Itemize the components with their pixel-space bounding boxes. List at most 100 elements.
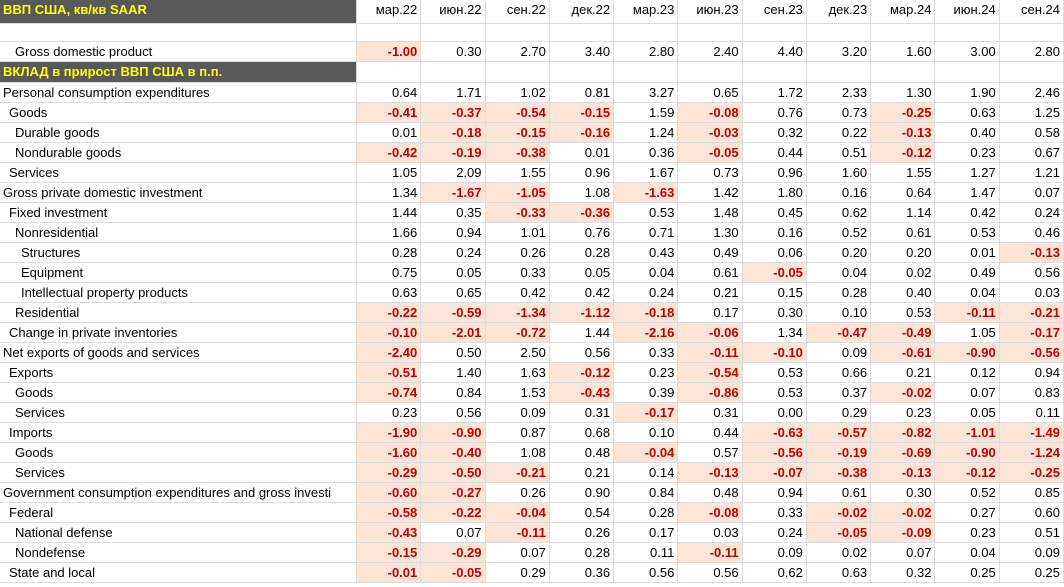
value-cell: 0.26: [485, 483, 550, 503]
value-cell: 0.40: [871, 283, 936, 303]
value-cell: 0.11: [614, 543, 679, 563]
value-cell: 0.28: [806, 283, 872, 303]
value-cell: -0.15: [485, 123, 550, 143]
value-cell: 0.56: [614, 563, 679, 583]
value-cell: -0.04: [614, 443, 679, 463]
value-cell: -0.04: [485, 503, 550, 523]
value-cell: 0.29: [485, 563, 550, 583]
column-header: сен.22: [485, 0, 550, 24]
value-cell: 0.33: [485, 263, 550, 283]
value-cell: 1.14: [871, 203, 936, 223]
value-cell: 0.63: [357, 283, 422, 303]
value-cell: 0.32: [742, 123, 807, 143]
value-cell: 0.49: [935, 263, 1000, 283]
value-cell: 0.53: [614, 203, 679, 223]
value-cell: 0.05: [549, 263, 615, 283]
value-cell: -0.40: [421, 443, 486, 463]
value-cell: 0.52: [935, 483, 1000, 503]
value-cell: 0.05: [935, 403, 1000, 423]
empty-cell: [871, 24, 936, 42]
value-cell: 2.80: [614, 42, 679, 62]
value-cell: -0.61: [871, 343, 936, 363]
value-cell: -0.11: [935, 303, 1000, 323]
value-cell: 1.02: [485, 83, 550, 103]
value-cell: 0.61: [871, 223, 936, 243]
column-header: июн.24: [935, 0, 1000, 24]
value-cell: -0.41: [357, 103, 422, 123]
value-cell: 1.66: [357, 223, 422, 243]
value-cell: -0.82: [871, 423, 936, 443]
value-cell: -0.37: [421, 103, 486, 123]
value-cell: -0.18: [614, 303, 679, 323]
value-cell: -1.34: [485, 303, 550, 323]
value-cell: 0.83: [999, 383, 1064, 403]
column-header: мар.23: [614, 0, 679, 24]
value-cell: 0.42: [935, 203, 1000, 223]
value-cell: -0.25: [999, 463, 1064, 483]
value-cell: 0.31: [678, 403, 743, 423]
value-cell: 0.24: [421, 243, 486, 263]
value-cell: 0.15: [742, 283, 807, 303]
value-cell: 0.35: [421, 203, 486, 223]
value-cell: 3.40: [549, 42, 615, 62]
value-cell: -2.40: [357, 343, 422, 363]
value-cell: 0.33: [614, 343, 679, 363]
value-cell: -0.21: [485, 463, 550, 483]
value-cell: 1.48: [678, 203, 743, 223]
value-cell: 0.43: [614, 243, 679, 263]
row-label: Fixed investment: [0, 203, 357, 223]
value-cell: 2.09: [421, 163, 486, 183]
column-header: июн.22: [421, 0, 486, 24]
value-cell: 0.42: [485, 283, 550, 303]
value-cell: 0.23: [614, 363, 679, 383]
value-cell: -1.60: [357, 443, 422, 463]
value-cell: -0.22: [357, 303, 422, 323]
value-cell: 0.09: [806, 343, 872, 363]
row-label: Services: [0, 403, 357, 423]
value-cell: -0.29: [421, 543, 486, 563]
value-cell: -0.57: [806, 423, 872, 443]
value-cell: 0.48: [678, 483, 743, 503]
value-cell: 1.63: [485, 363, 550, 383]
value-cell: 1.34: [357, 183, 422, 203]
value-cell: -0.02: [871, 383, 936, 403]
value-cell: 0.84: [421, 383, 486, 403]
value-cell: 0.94: [742, 483, 807, 503]
value-cell: 0.64: [871, 183, 936, 203]
empty-cell: [678, 24, 743, 42]
value-cell: 0.12: [935, 363, 1000, 383]
value-cell: -1.01: [935, 423, 1000, 443]
value-cell: 0.65: [421, 283, 486, 303]
value-cell: 0.63: [935, 103, 1000, 123]
value-cell: 0.16: [806, 183, 872, 203]
value-cell: 0.29: [806, 403, 872, 423]
value-cell: 0.07: [999, 183, 1064, 203]
value-cell: 0.56: [678, 563, 743, 583]
value-cell: 0.52: [806, 223, 872, 243]
value-cell: -0.13: [871, 123, 936, 143]
value-cell: -0.17: [999, 323, 1064, 343]
value-cell: 0.05: [421, 263, 486, 283]
value-cell: 0.42: [549, 283, 615, 303]
value-cell: 0.68: [549, 423, 615, 443]
empty-cell: [485, 62, 550, 83]
value-cell: 1.05: [935, 323, 1000, 343]
row-label: Goods: [0, 383, 357, 403]
value-cell: 1.60: [806, 163, 872, 183]
value-cell: 1.24: [614, 123, 679, 143]
value-cell: 0.28: [357, 243, 422, 263]
value-cell: -0.05: [742, 263, 807, 283]
row-label: Goods: [0, 443, 357, 463]
empty-cell: [614, 62, 679, 83]
value-cell: -0.11: [678, 543, 743, 563]
value-cell: 2.70: [485, 42, 550, 62]
value-cell: -1.90: [357, 423, 422, 443]
value-cell: 0.27: [935, 503, 1000, 523]
empty-cell: [806, 24, 872, 42]
value-cell: 0.25: [935, 563, 1000, 583]
empty-cell: [742, 24, 807, 42]
value-cell: 0.76: [742, 103, 807, 123]
value-cell: 0.56: [549, 343, 615, 363]
value-cell: 0.09: [485, 403, 550, 423]
value-cell: 0.28: [549, 543, 615, 563]
